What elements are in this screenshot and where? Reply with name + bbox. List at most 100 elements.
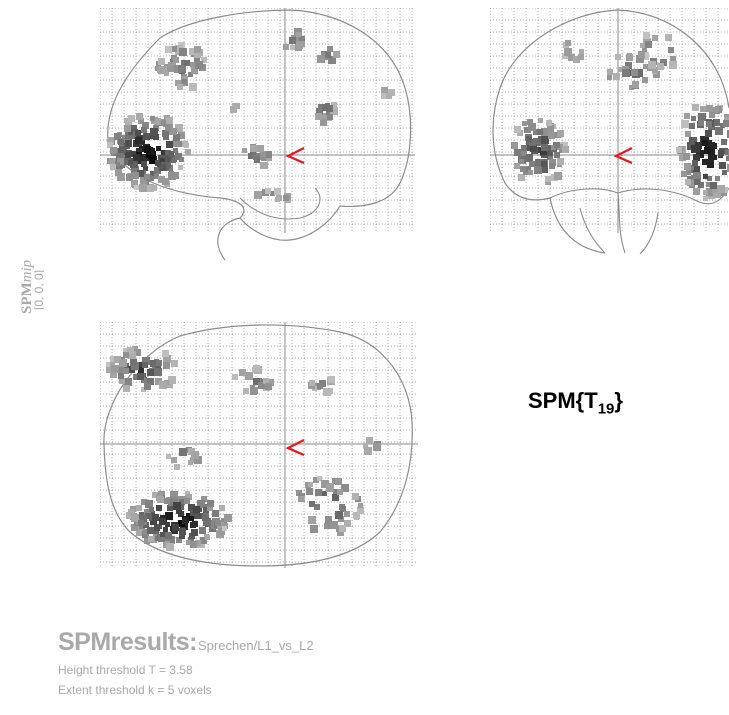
coronal-mip[interactable] (490, 8, 729, 258)
sagittal-voxel (164, 71, 169, 76)
axial-mip[interactable] (100, 322, 418, 568)
axial-voxel (167, 505, 173, 511)
axial-voxel (168, 499, 175, 506)
axial-voxel (171, 360, 178, 367)
sagittal-voxel (168, 151, 174, 157)
axial-voxel (134, 349, 141, 356)
sagittal-voxel (388, 89, 395, 96)
axial-voxel (251, 387, 258, 394)
axial-brain-outline (103, 324, 413, 567)
axial-voxel (186, 494, 192, 500)
axial-voxel (158, 535, 165, 542)
coronal-voxel (627, 53, 632, 58)
sagittal-voxel (320, 119, 327, 126)
coronal-voxel (629, 85, 634, 90)
results-title: SPMresults: (58, 628, 197, 656)
sagittal-voxel (119, 153, 124, 158)
coronal-voxel (573, 56, 580, 63)
sagittal-voxel (124, 125, 131, 132)
coronal-voxel (548, 151, 553, 156)
coronal-voxel (540, 148, 547, 155)
coronal-voxel (691, 116, 696, 121)
coronal-cursor-marker[interactable] (613, 147, 633, 165)
axial-voxel (191, 529, 198, 536)
coronal-voxel (529, 161, 535, 167)
sagittal-voxel (230, 106, 237, 113)
coronal-voxel (643, 64, 648, 69)
axial-voxel (148, 536, 154, 542)
coronal-voxel (548, 132, 555, 139)
sagittal-voxel (171, 46, 177, 52)
sagittal-voxel (128, 160, 133, 165)
axial-voxel (143, 529, 149, 535)
coronal-voxel (720, 123, 725, 128)
sagittal-voxel (110, 164, 116, 170)
coronal-voxel (689, 165, 694, 170)
coronal-voxel (689, 123, 695, 129)
coronal-voxel (618, 67, 623, 72)
sagittal-voxel (177, 84, 183, 90)
axial-voxel (333, 489, 338, 494)
sagittal-voxel (115, 169, 122, 176)
axial-voxel (128, 351, 136, 359)
axial-voxel (110, 371, 117, 378)
axial-voxel (141, 387, 146, 392)
coronal-voxel (547, 125, 554, 132)
sagittal-grid (100, 8, 415, 233)
sagittal-voxel (166, 117, 173, 124)
coronal-voxel (681, 120, 689, 128)
coronal-voxel (541, 144, 548, 151)
coronal-voxel (693, 188, 700, 195)
axial-voxel (250, 385, 255, 390)
axial-voxel (222, 526, 227, 531)
axial-voxel (337, 489, 343, 495)
axial-voxel (352, 493, 359, 500)
sagittal-cursor-marker[interactable] (285, 147, 305, 165)
sagittal-voxel (166, 141, 173, 148)
sagittal-voxel (126, 174, 133, 181)
coronal-voxel (527, 119, 533, 125)
sagittal-voxel (141, 161, 147, 167)
coronal-voxel (522, 121, 527, 126)
sagittal-voxel (254, 191, 262, 199)
axial-voxel (219, 505, 225, 511)
coronal-voxel (713, 190, 721, 198)
coronal-voxel (642, 47, 647, 52)
coronal-voxel (533, 138, 541, 146)
axial-voxel (188, 504, 195, 511)
axial-voxel (340, 506, 346, 512)
coronal-voxel (721, 139, 727, 145)
axial-mip-panel[interactable] (100, 322, 418, 568)
axial-cursor-marker[interactable] (285, 439, 305, 457)
sagittal-voxel (119, 146, 126, 153)
coronal-voxel (632, 81, 639, 88)
sagittal-voxel (270, 191, 275, 196)
coronal-voxel (538, 118, 543, 123)
sagittal-mip[interactable] (100, 8, 415, 268)
sagittal-voxel (331, 102, 337, 108)
axial-voxel (166, 543, 174, 551)
coronal-mip-panel[interactable] (490, 8, 729, 258)
coronal-voxel (638, 51, 645, 58)
sagittal-voxel (162, 178, 169, 185)
sagittal-voxel (132, 163, 137, 168)
coronal-voxel (706, 105, 713, 112)
sagittal-voxel (175, 80, 181, 86)
coronal-voxel (514, 126, 521, 133)
sagittal-voxel (194, 46, 201, 53)
sagittal-voxel (260, 162, 267, 169)
sagittal-voxel (116, 153, 121, 158)
coronal-voxel (520, 166, 526, 172)
sagittal-voxel (194, 57, 200, 63)
coronal-voxel (535, 159, 542, 166)
coronal-voxel (636, 55, 644, 63)
sagittal-voxel (110, 147, 117, 154)
coronal-voxel (528, 123, 536, 131)
sagittal-voxel (159, 164, 166, 171)
axial-voxel (344, 511, 350, 517)
sagittal-voxel (201, 57, 207, 63)
extent-threshold: Extent threshold k = 5 voxels (58, 683, 212, 697)
sagittal-mip-panel[interactable] (100, 8, 415, 268)
sagittal-voxel (289, 37, 296, 44)
coronal-voxel (713, 119, 720, 126)
